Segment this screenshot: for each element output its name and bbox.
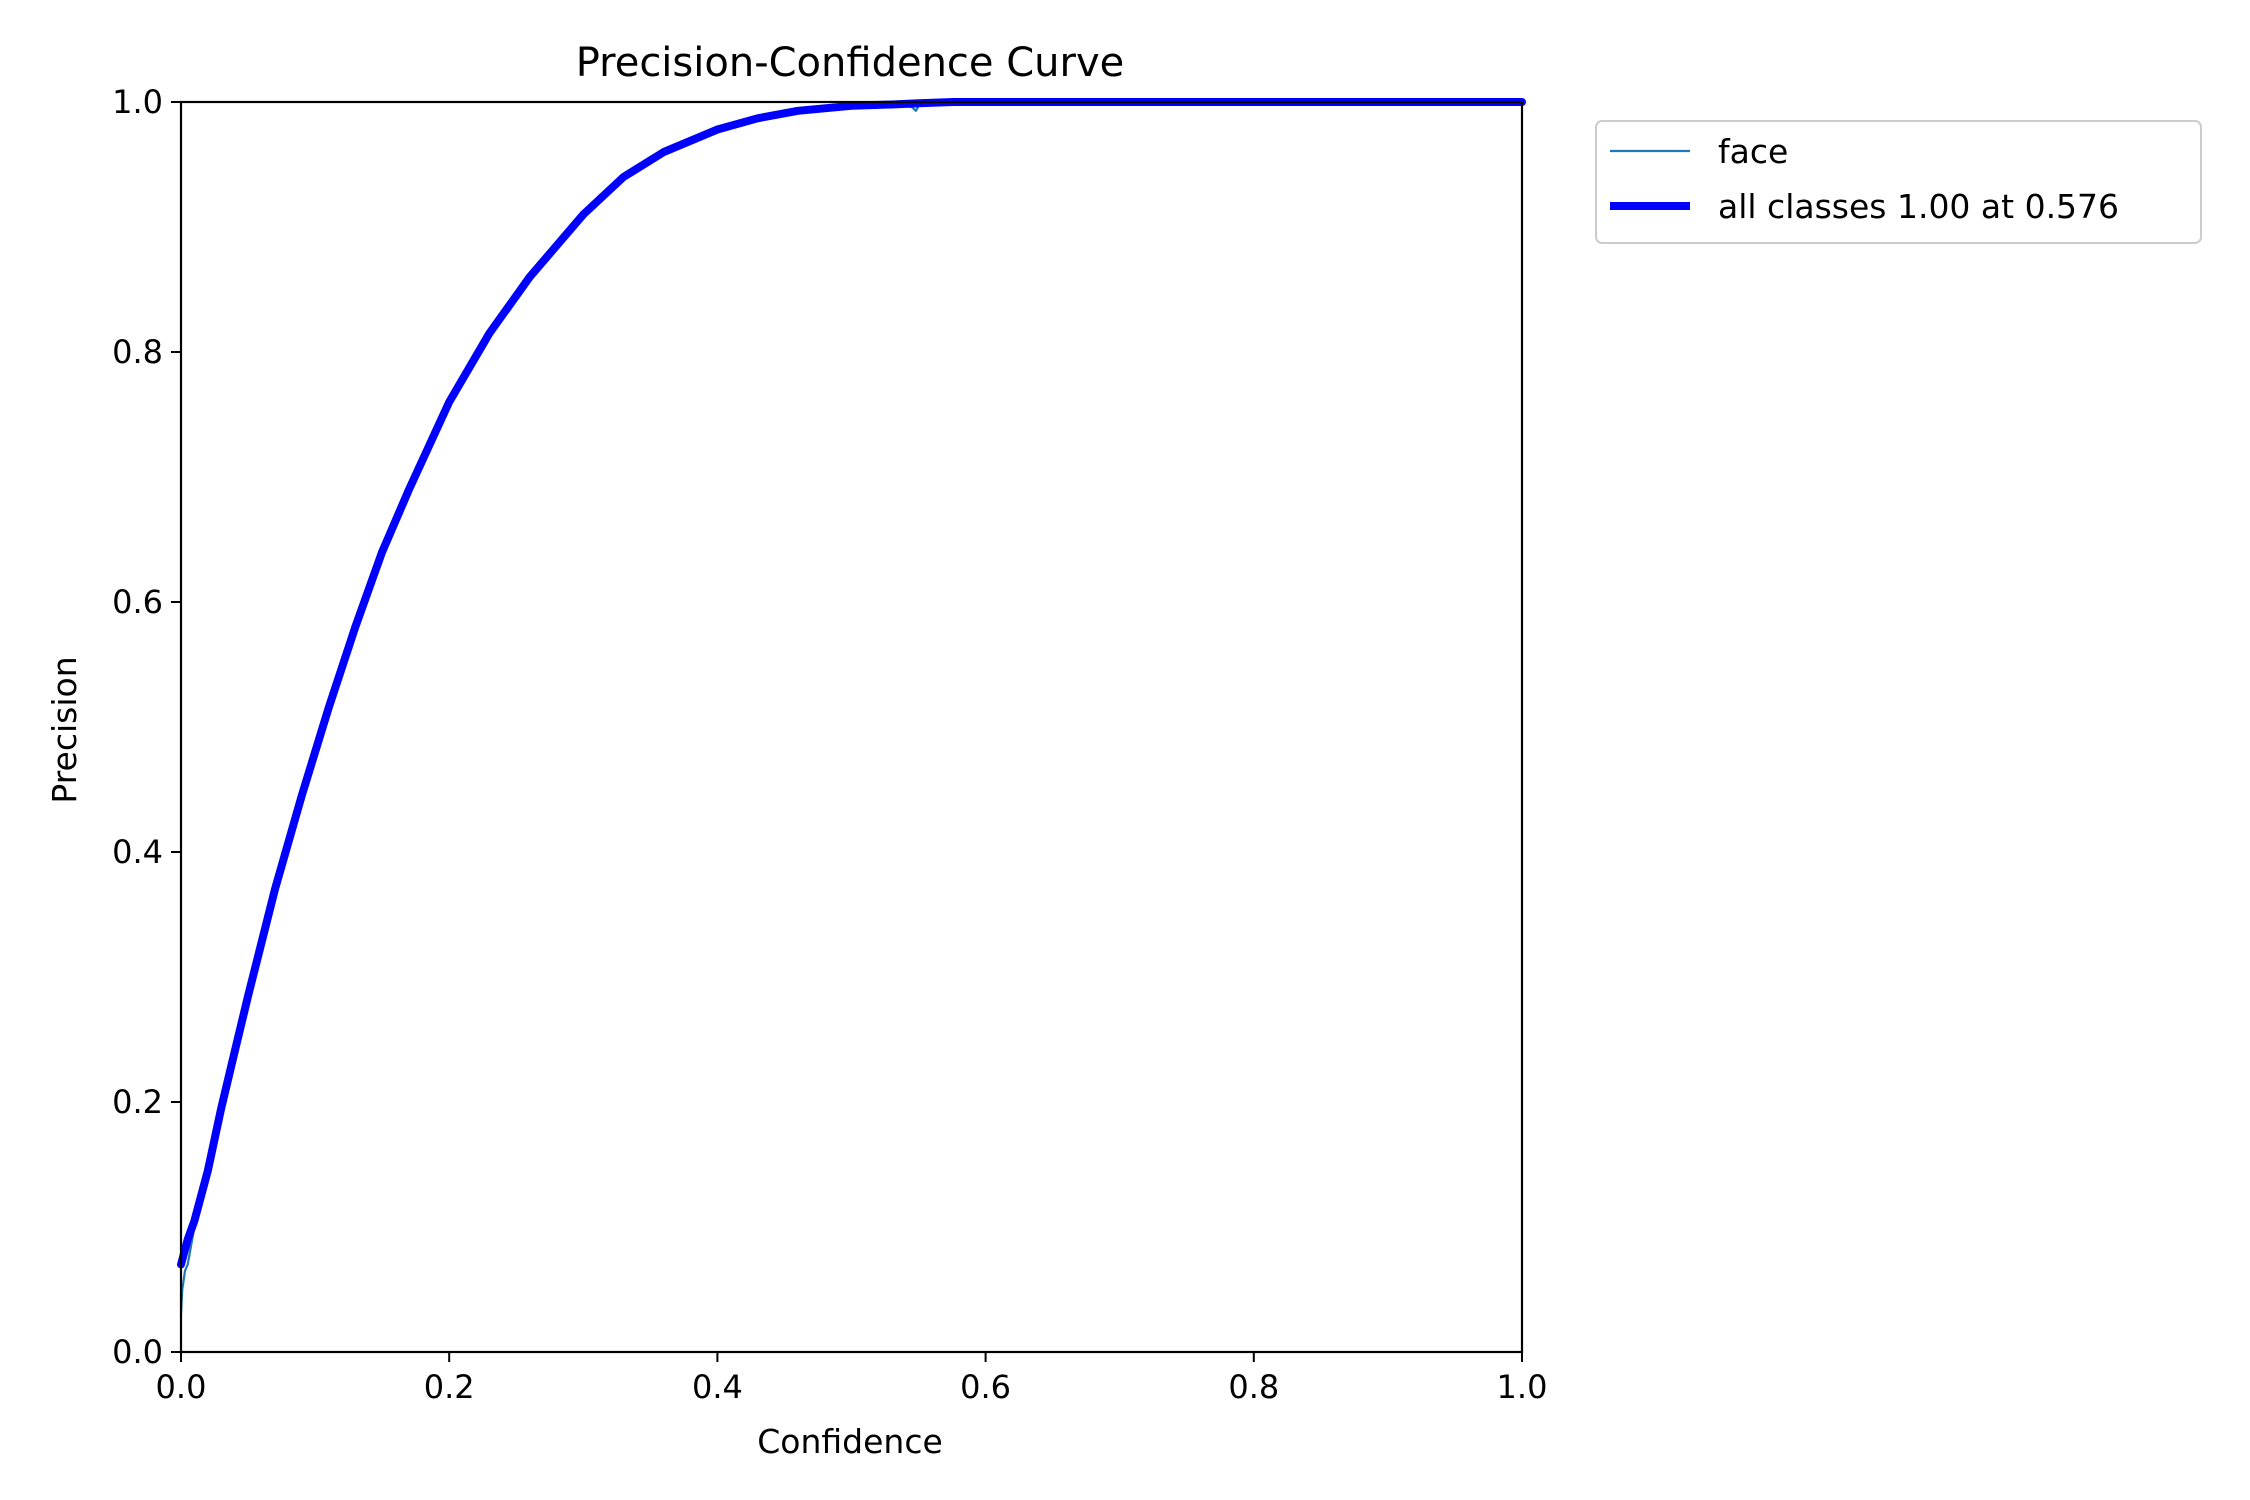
legend-label-all-classes: all classes 1.00 at 0.576 <box>1718 187 2119 226</box>
x-tick-label: 0.6 <box>960 1368 1011 1406</box>
y-tick-label: 1.0 <box>112 83 163 121</box>
legend-frame <box>1595 120 2202 244</box>
x-tick-label: 0.0 <box>156 1368 207 1406</box>
x-axis-label: Confidence <box>757 1422 943 1461</box>
x-tick-label: 0.8 <box>1228 1368 1279 1406</box>
chart-title: Precision-Confidence Curve <box>576 40 1125 86</box>
y-axis: 0.0 0.2 0.4 0.6 0.8 1.0 <box>112 83 181 1371</box>
y-tick-label: 0.8 <box>112 333 163 371</box>
y-tick-label: 0.0 <box>112 1333 163 1371</box>
legend-label-face: face <box>1718 132 1788 171</box>
plot-background <box>181 102 1522 1352</box>
x-axis: 0.0 0.2 0.4 0.6 0.8 1.0 <box>156 1352 1548 1406</box>
plot-area <box>177 98 1526 1354</box>
x-tick-label: 0.2 <box>424 1368 475 1406</box>
axes-frame <box>179 100 1524 1354</box>
y-axis-label: Precision <box>45 656 84 803</box>
y-tick-label: 0.6 <box>112 583 163 621</box>
y-tick-label: 0.2 <box>112 1083 163 1121</box>
y-tick-label: 0.4 <box>112 833 163 871</box>
x-tick-label: 1.0 <box>1497 1368 1548 1406</box>
legend: face all classes 1.00 at 0.576 <box>1595 120 2202 244</box>
x-tick-label: 0.4 <box>692 1368 743 1406</box>
